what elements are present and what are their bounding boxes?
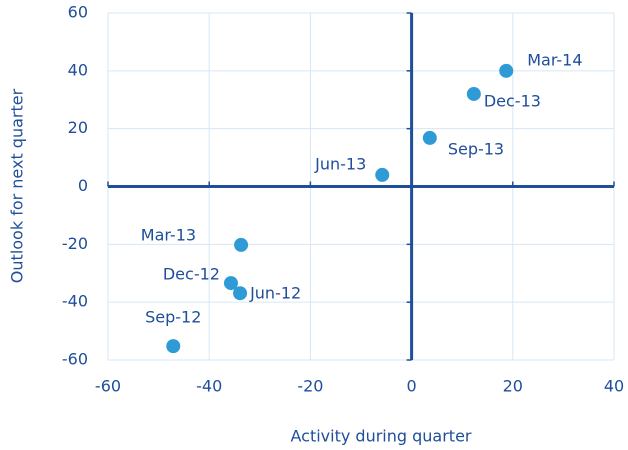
point-label: Mar-14 xyxy=(527,50,582,69)
point xyxy=(223,276,238,291)
point xyxy=(234,237,249,252)
y-tick-label: 0 xyxy=(78,176,88,195)
point-label: Jun-13 xyxy=(314,154,366,173)
point-label: Dec-13 xyxy=(484,91,541,110)
x-axis-label: Activity during quarter xyxy=(291,427,472,446)
x-tick-label: 40 xyxy=(604,377,624,396)
x-tick-label: -20 xyxy=(297,377,323,396)
y-tick-label: 40 xyxy=(68,60,88,79)
y-tick-label: 20 xyxy=(68,118,88,137)
point-label: Sep-13 xyxy=(448,139,504,158)
point xyxy=(422,130,437,145)
point-label: Dec-12 xyxy=(163,265,220,284)
x-tick-label: 0 xyxy=(407,377,417,396)
point xyxy=(166,339,181,354)
y-tick-label: -60 xyxy=(62,350,88,369)
point-label: Sep-12 xyxy=(145,308,201,327)
point-label: Jun-12 xyxy=(249,284,301,303)
point xyxy=(375,167,390,182)
point xyxy=(466,86,481,101)
x-tick-label: 20 xyxy=(503,377,523,396)
x-tick-label: -40 xyxy=(196,377,222,396)
point xyxy=(233,286,248,301)
point-label: Mar-13 xyxy=(141,225,196,244)
point xyxy=(499,63,514,78)
y-tick-label: 60 xyxy=(68,3,88,22)
y-tick-label: -40 xyxy=(62,292,88,311)
y-axis-label: Outlook for next quarter xyxy=(8,88,27,283)
y-tick-label: -20 xyxy=(62,234,88,253)
x-tick-label: -60 xyxy=(95,377,121,396)
